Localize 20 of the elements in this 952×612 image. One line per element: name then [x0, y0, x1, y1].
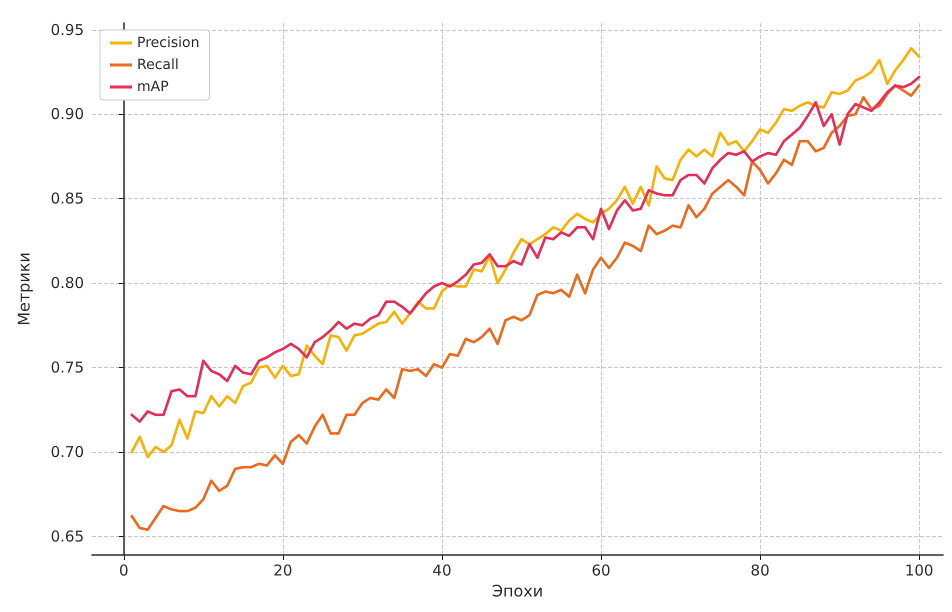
y-tick-label: 0.65 [50, 527, 84, 546]
y-tick-label: 0.95 [50, 20, 84, 39]
x-axis-title: Эпохи [492, 582, 544, 600]
y-tick-label: 0.85 [50, 190, 84, 208]
legend-label: Recall [137, 57, 179, 73]
legend-label: mAP [137, 79, 169, 95]
legend-label: Precision [137, 35, 200, 51]
x-tick-label: 40 [432, 562, 452, 580]
y-tick-label: 0.75 [50, 358, 84, 377]
y-tick-label: 0.90 [50, 105, 84, 124]
y-tick-label: 0.70 [50, 442, 84, 461]
x-tick-label: 60 [591, 562, 611, 580]
x-tick-label: 80 [750, 562, 770, 580]
y-tick-label: 0.80 [50, 274, 84, 292]
line-series [130, 76, 920, 423]
line-series [130, 47, 920, 458]
x-tick-label: 100 [904, 562, 934, 580]
x-tick-label: 0 [119, 562, 129, 580]
x-tick-label: 20 [273, 562, 292, 580]
y-axis-title: Метрики [14, 252, 34, 326]
